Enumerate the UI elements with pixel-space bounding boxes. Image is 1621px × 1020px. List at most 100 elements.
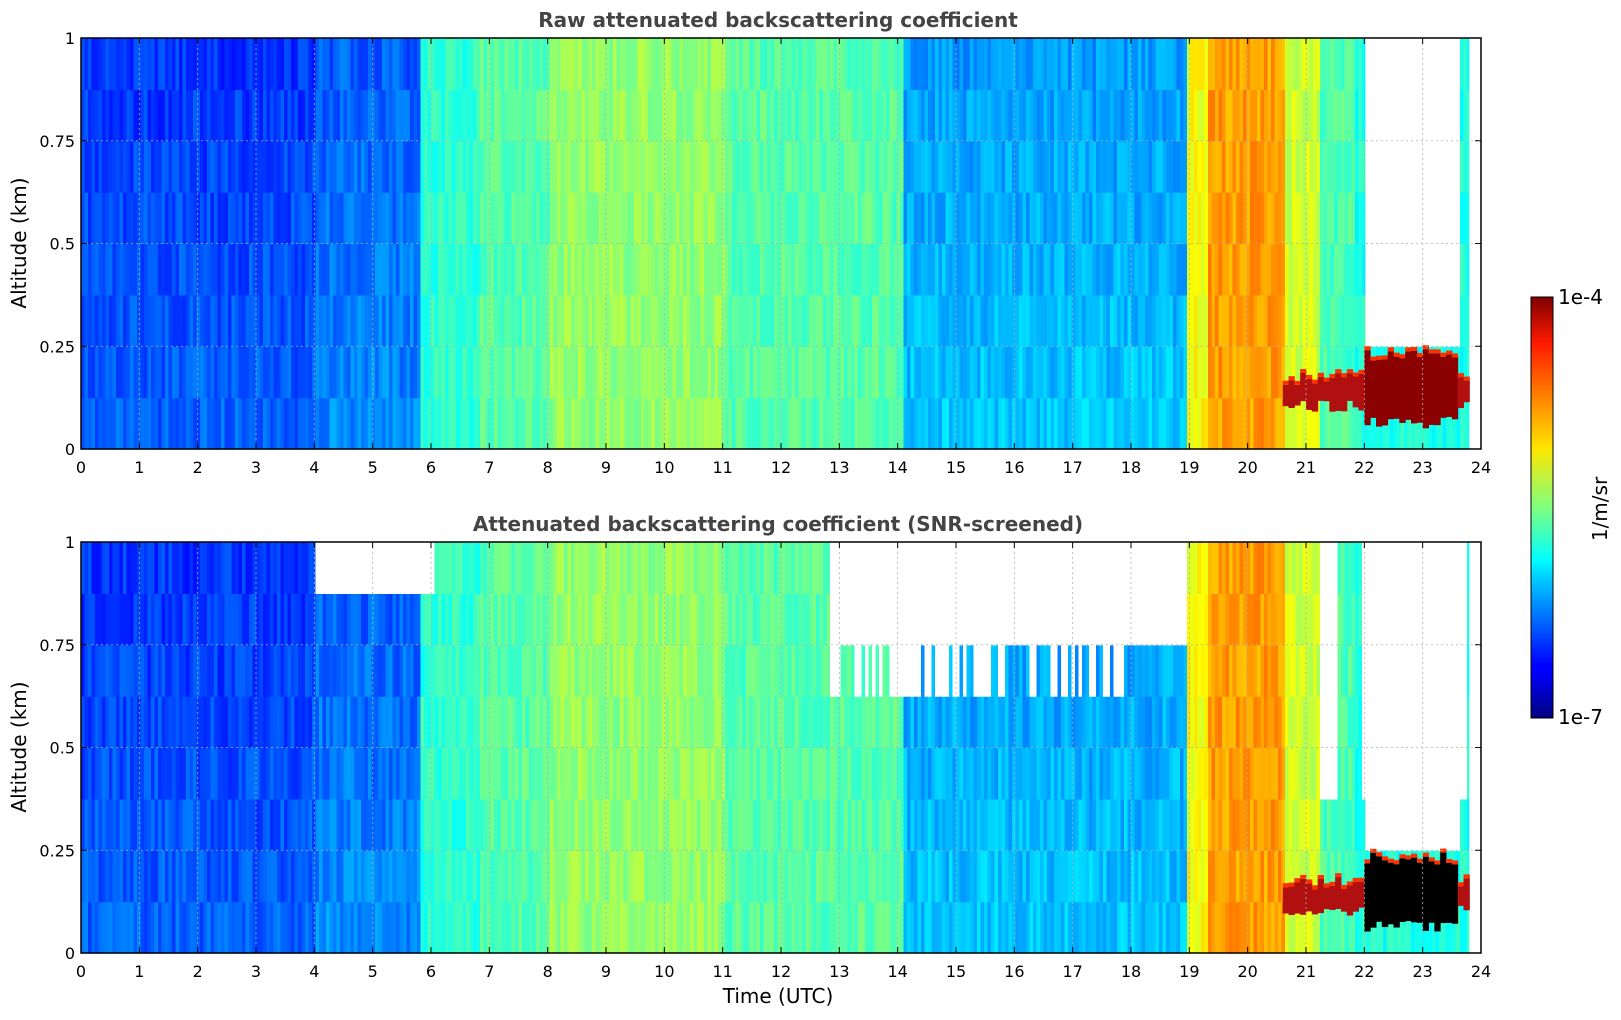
- heatmap-cell: [833, 243, 838, 296]
- heatmap-cell: [1337, 89, 1342, 142]
- heatmap-cell: [175, 747, 180, 800]
- heatmap-cell: [333, 747, 338, 800]
- heatmap-cell: [1225, 89, 1230, 142]
- heatmap-cell: [287, 696, 292, 749]
- heatmap-cell: [1453, 294, 1458, 347]
- heatmap-cell: [921, 346, 926, 399]
- heatmap-cell: [238, 89, 243, 142]
- heatmap-cell: [725, 696, 730, 749]
- heatmap-cell: [795, 38, 800, 90]
- heatmap-cell: [525, 593, 530, 646]
- heatmap-cell: [305, 644, 310, 697]
- heatmap-cell: [284, 89, 289, 142]
- heatmap-cell: [903, 38, 908, 90]
- heatmap-cell: [756, 696, 761, 749]
- heatmap-cell: [1141, 140, 1146, 193]
- heatmap-cell: [938, 243, 943, 296]
- heatmap-cell: [1264, 294, 1269, 347]
- heatmap-cell: [438, 696, 443, 749]
- heatmap-cell: [1197, 140, 1202, 193]
- heatmap-cell: [634, 644, 639, 697]
- heatmap-cell: [637, 38, 642, 90]
- heatmap-cell: [466, 747, 471, 800]
- heatmap-cell: [438, 140, 443, 193]
- heatmap-cell: [462, 140, 467, 193]
- heatmap-cell: [312, 798, 317, 851]
- heatmap-cell: [578, 593, 583, 646]
- heatmap-cell: [1092, 38, 1097, 90]
- heatmap-cell: [340, 243, 345, 296]
- heatmap-cell: [420, 901, 425, 954]
- heatmap-cell: [221, 901, 226, 954]
- heatmap-cell: [721, 346, 726, 399]
- heatmap-cell: [630, 89, 635, 142]
- heatmap-cell: [1141, 294, 1146, 347]
- heatmap-cell: [427, 747, 432, 800]
- heatmap-cell: [1054, 140, 1059, 193]
- heatmap-cell: [424, 140, 429, 193]
- heatmap-cell: [704, 798, 709, 851]
- heatmap-cell: [284, 901, 289, 954]
- heatmap-cell: [294, 294, 299, 347]
- heatmap-cell: [301, 397, 306, 450]
- heatmap-cell: [700, 644, 705, 697]
- heatmap-cell: [1239, 294, 1244, 347]
- heatmap-cell: [1393, 192, 1398, 245]
- heatmap-cell: [588, 593, 593, 646]
- heatmap-cell: [504, 346, 509, 399]
- heatmap-cell: [476, 397, 481, 450]
- heatmap-cell: [1106, 294, 1111, 347]
- heatmap-cell: [98, 397, 103, 450]
- heatmap-cell: [483, 192, 488, 245]
- heatmap-cell: [599, 192, 604, 245]
- heatmap-cell: [1190, 243, 1195, 296]
- heatmap-cell: [700, 346, 705, 399]
- heatmap-cell: [133, 850, 138, 903]
- heatmap-cell: [749, 644, 754, 697]
- heatmap-cell: [1334, 38, 1339, 90]
- heatmap-cell: [245, 38, 250, 90]
- heatmap-cell: [585, 346, 590, 399]
- heatmap-cell: [588, 140, 593, 193]
- heatmap-cell: [448, 140, 453, 193]
- heatmap-cell: [165, 346, 170, 399]
- heatmap-cell: [238, 593, 243, 646]
- heatmap-cell: [952, 38, 957, 90]
- heatmap-cell: [1068, 397, 1073, 450]
- heatmap-cell: [739, 644, 744, 697]
- heatmap-cell: [697, 243, 702, 296]
- heatmap-cell: [928, 192, 933, 245]
- heatmap-cell: [560, 192, 565, 245]
- heatmap-cell: [291, 798, 296, 851]
- heatmap-cell: [480, 542, 485, 594]
- heatmap-cell: [609, 696, 614, 749]
- heatmap-cell: [81, 850, 86, 903]
- heatmap-cell: [567, 397, 572, 450]
- heatmap-cell: [1036, 346, 1041, 399]
- heatmap-cell: [1047, 294, 1052, 347]
- heatmap-cell: [165, 243, 170, 296]
- heatmap-cell: [1096, 397, 1101, 450]
- heatmap-cell: [179, 850, 184, 903]
- heatmap-cell: [1428, 192, 1433, 245]
- heatmap-cell: [1106, 243, 1111, 296]
- heatmap-cell: [140, 192, 145, 245]
- heatmap-cell: [648, 192, 653, 245]
- heatmap-cell: [224, 140, 229, 193]
- heatmap-cell: [529, 593, 534, 646]
- heatmap-cell: [340, 294, 345, 347]
- heatmap-cell: [287, 89, 292, 142]
- heatmap-cell: [515, 192, 520, 245]
- heatmap-cell: [95, 696, 100, 749]
- heatmap-cell: [389, 850, 394, 903]
- heatmap-cell: [1386, 89, 1391, 142]
- heatmap-cell: [462, 542, 467, 594]
- heatmap-cell: [245, 593, 250, 646]
- heatmap-cell: [336, 397, 341, 450]
- heatmap-cell: [1204, 294, 1209, 347]
- heatmap-cell: [1176, 346, 1181, 399]
- heatmap-cell: [273, 294, 278, 347]
- heatmap-cell: [350, 192, 355, 245]
- heatmap-cell: [200, 89, 205, 142]
- heatmap-cell: [963, 294, 968, 347]
